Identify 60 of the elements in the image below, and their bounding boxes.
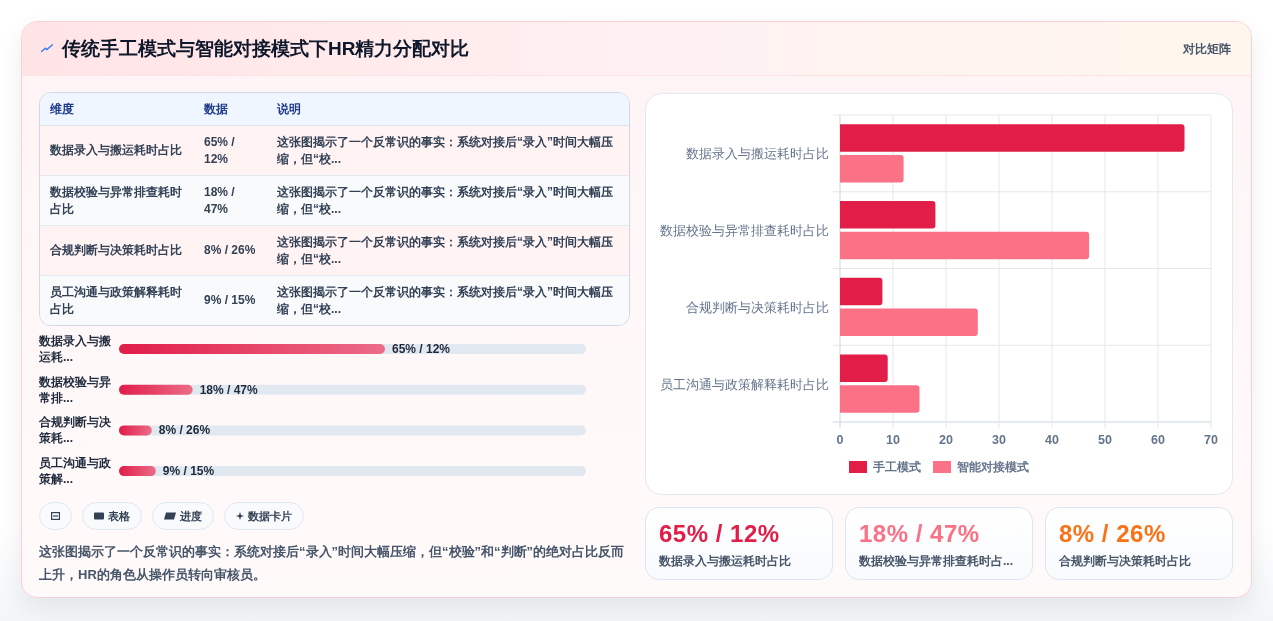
bar <box>840 385 920 413</box>
text: 合规判断与决策耗时占比 <box>50 243 182 258</box>
bar <box>119 384 193 395</box>
x-tick-label: 0 <box>836 433 844 447</box>
text: 这张图揭示了一个反常识的事实：系统对接后“录入”时间大幅压缩，但“校... <box>277 185 613 216</box>
text: 这张图揭示了一个反常识的事实：系统对接后“录入”时间大幅压缩，但“校... <box>277 135 613 166</box>
progress-button: 进度 <box>152 502 214 530</box>
legend-label: 智能对接模式 <box>956 460 1029 474</box>
category-label: 表格 <box>108 508 130 524</box>
bar <box>119 466 156 477</box>
text: 8% / 26% <box>1059 520 1166 547</box>
text: 8% / 26% <box>204 243 256 258</box>
text: 合规判断与决策耗时占比 <box>1059 554 1191 568</box>
text: 对比矩阵 <box>1183 42 1231 56</box>
x-tick-label: 50 <box>1098 433 1112 447</box>
x-tick-label: 70 <box>1204 433 1218 447</box>
category-label: 数据卡片 <box>248 508 292 524</box>
legend-label: 手工模式 <box>872 460 921 474</box>
y-tick-label: 员工沟通与政策解... <box>38 456 112 487</box>
data-label: 8% / 26% <box>158 423 211 438</box>
category-label: 数据 <box>204 102 228 116</box>
x-tick-label: 20 <box>939 433 953 447</box>
text: 这张图揭示了一个反常识的事实：系统对接后“录入”时间大幅压缩，但“校验”和“判断”的绝对占比反而上升，HR的角色从操作员转向审核员。 <box>39 544 624 582</box>
category-label: 维度 <box>50 102 74 116</box>
bar <box>840 124 1185 152</box>
y-tick-label: 合规判断与决策耗时占比 <box>686 299 829 315</box>
y-tick-label: 数据录入与搬运耗时占比 <box>686 145 829 161</box>
y-tick-label: 员工沟通与政策解释耗时占比 <box>660 376 829 392</box>
text: 9% / 15% <box>204 293 256 308</box>
x-tick-label: 40 <box>1045 433 1059 447</box>
text: 65% / 12% <box>204 135 235 166</box>
text: 数据校验与异常排查耗时占... <box>859 554 1014 568</box>
text: 18% / 47% <box>204 185 235 216</box>
bar <box>840 154 904 183</box>
bar <box>119 425 152 436</box>
x-tick-label: 10 <box>886 433 900 447</box>
bar <box>840 354 888 383</box>
x-tick-label: 60 <box>1151 433 1165 447</box>
text: 18% / 47% <box>859 520 980 547</box>
bar <box>840 308 978 337</box>
y-tick-label: 数据校验与异常排... <box>38 374 111 405</box>
text: 65% / 12% <box>659 520 780 547</box>
text: 传统手工模式与智能对接模式下HR精力分配对比 <box>62 38 470 59</box>
text: 数据录入与搬运耗时占比 <box>50 143 182 158</box>
data-label: 9% / 15% <box>162 464 215 479</box>
y-tick-label: 数据校验与异常排查耗时占比 <box>660 222 829 238</box>
text: 这张图揭示了一个反常识的事实：系统对接后“录入”时间大幅压缩，但“校... <box>277 285 613 316</box>
bar <box>840 200 936 229</box>
text: 这张图揭示了一个反常识的事实：系统对接后“录入”时间大幅压缩，但“校... <box>277 235 613 266</box>
bar <box>840 277 883 306</box>
category-label: 说明 <box>277 102 301 116</box>
data-label: 18% / 47% <box>199 382 259 397</box>
card-button: 数据卡片 <box>224 502 304 530</box>
y-tick-label: 合规判断与决策耗... <box>38 415 112 446</box>
y-tick-label: 数据录入与搬运耗... <box>38 334 112 364</box>
data-label: 65% / 12% <box>392 342 451 356</box>
bar <box>840 231 1090 260</box>
category-label: 进度 <box>180 508 202 524</box>
x-tick-label: 30 <box>992 433 1006 447</box>
table-button: 表格 <box>82 502 142 530</box>
